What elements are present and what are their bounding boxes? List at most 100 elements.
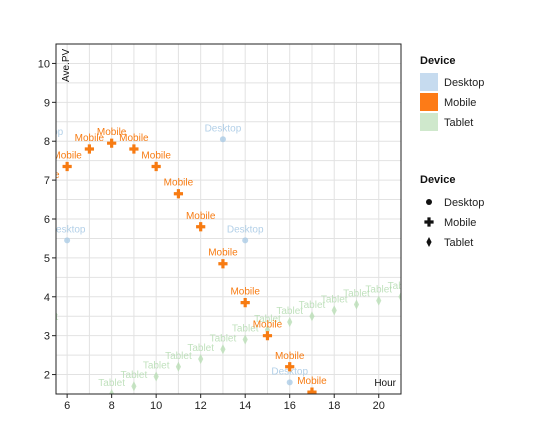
desktop-point-label: Desktop	[205, 123, 242, 134]
tablet-point-label: Tablet	[276, 306, 303, 317]
tablet-point	[353, 299, 360, 310]
mobile-point	[240, 298, 250, 308]
desktop-point-label: Desktop	[27, 127, 64, 138]
legend-shape-label-desktop: Desktop	[444, 197, 484, 209]
tablet-point-label: Tablet	[343, 289, 370, 300]
tablet-point-label: Tablet	[143, 361, 170, 372]
tablet-point	[220, 344, 226, 355]
mobile-point	[107, 138, 117, 148]
desktop-point-label: Desktop	[271, 366, 308, 377]
desktop-point	[64, 237, 71, 244]
x-tick-label: 10	[150, 400, 162, 412]
legend-label-desktop: Desktop	[444, 77, 484, 89]
mobile-point-label: Mobile	[230, 287, 260, 298]
series-tablet: TabletTabletTabletTabletTabletTabletTabl…	[32, 281, 415, 394]
x-tick-label: 8	[109, 400, 115, 412]
tablet-point-label: Tablet	[321, 294, 348, 305]
legend-color: Device Desktop Mobile Tablet	[420, 55, 484, 131]
mobile-point-label: Mobile	[97, 127, 127, 138]
tablet-point-label: Tablet	[388, 281, 415, 292]
tablet-point	[242, 334, 248, 345]
y-tick-label: 9	[44, 97, 50, 109]
mobile-point	[218, 259, 228, 269]
tablet-point	[331, 305, 337, 316]
tablet-point	[153, 371, 159, 382]
legend-color-title: Device	[420, 55, 455, 67]
mobile-point	[173, 189, 184, 199]
y-axis-title: Ave.PV	[61, 49, 72, 82]
legend-shape-desktop-icon	[426, 199, 432, 205]
mobile-point-label: Mobile	[253, 320, 283, 331]
mobile-point	[285, 362, 295, 372]
tablet-point	[309, 311, 315, 322]
tablet-point-label: Tablet	[98, 378, 125, 389]
desktop-point-label: Desktop	[49, 224, 86, 235]
legend-shape-mobile-icon	[424, 217, 434, 227]
x-tick-label: 14	[239, 400, 251, 412]
tablet-point-label: Tablet	[210, 333, 237, 344]
desktop-point	[286, 379, 293, 386]
tablet-point-label: Tablet	[254, 314, 281, 325]
y-tick-label: 10	[38, 58, 50, 70]
mobile-point-label: Mobile	[141, 151, 171, 162]
desktop-point	[219, 136, 226, 143]
data-points: TabletTabletTabletTabletTabletTabletTabl…	[27, 123, 415, 394]
x-tick-label: 18	[328, 400, 340, 412]
x-tick-label: 16	[284, 400, 296, 412]
grid	[56, 44, 402, 394]
mobile-point-label: Mobile	[208, 248, 238, 259]
x-tick-label: 6	[64, 400, 70, 412]
tablet-point	[376, 295, 382, 306]
x-tick-label: 12	[195, 400, 207, 412]
y-tick-label: 2	[44, 370, 50, 382]
legend-label-mobile: Mobile	[444, 97, 476, 109]
tablet-point-label: Tablet	[165, 351, 192, 362]
legend-swatch-tablet	[420, 113, 438, 131]
mobile-point-label: Mobile	[75, 133, 105, 144]
mobile-point-label: Mobile	[297, 376, 327, 387]
legend-shape-tablet-icon	[426, 237, 432, 247]
tablet-point-label: Tablet	[32, 312, 59, 323]
mobile-point-label: Mobile	[164, 178, 194, 189]
y-tick-label: 4	[44, 292, 50, 304]
mobile-point	[129, 144, 139, 154]
tablet-point	[175, 361, 182, 372]
x-axis-title: Hour	[374, 378, 396, 389]
mobile-point	[84, 144, 94, 154]
desktop-point-label: Desktop	[227, 224, 264, 235]
tablet-point	[109, 389, 115, 394]
y-tick-label: 5	[44, 253, 50, 265]
tablet-point	[398, 291, 401, 302]
mobile-point-label: Mobile	[30, 170, 60, 181]
tablet-point-label: Tablet	[365, 285, 392, 296]
legend-shape-label-mobile: Mobile	[444, 217, 476, 229]
series-desktop: Desktop Desktop Desktop Desktop Desktop	[27, 123, 308, 386]
legend-swatch-mobile	[420, 93, 438, 111]
y-tick-label: 8	[44, 136, 50, 148]
tablet-point-label: Tablet	[299, 300, 326, 311]
y-tick-label: 7	[44, 175, 50, 187]
mobile-point-label: Mobile	[275, 351, 305, 362]
tablet-point	[131, 381, 137, 392]
desktop-point	[242, 237, 249, 244]
legend-swatch-desktop	[420, 73, 438, 91]
mobile-point	[62, 161, 72, 172]
legend-shape: Device Desktop Mobile Tablet	[420, 174, 484, 249]
x-tick-label: 20	[373, 400, 385, 412]
legend-label-tablet: Tablet	[444, 117, 473, 129]
series-mobile: MobileMobileMobileMobileMobileMobileMobi…	[30, 127, 327, 394]
tablet-point-label: Tablet	[232, 324, 259, 335]
mobile-point-label: Mobile	[52, 151, 82, 162]
mobile-point	[151, 161, 161, 172]
tablet-point	[198, 354, 204, 364]
mobile-point	[196, 222, 206, 232]
tablet-point-label: Tablet	[121, 370, 148, 381]
legend-shape-label-tablet: Tablet	[444, 237, 473, 249]
mobile-point	[307, 387, 317, 394]
mobile-point	[262, 331, 273, 341]
legend-shape-title: Device	[420, 174, 455, 186]
mobile-point-label: Mobile	[119, 133, 149, 144]
tablet-point	[287, 317, 293, 328]
